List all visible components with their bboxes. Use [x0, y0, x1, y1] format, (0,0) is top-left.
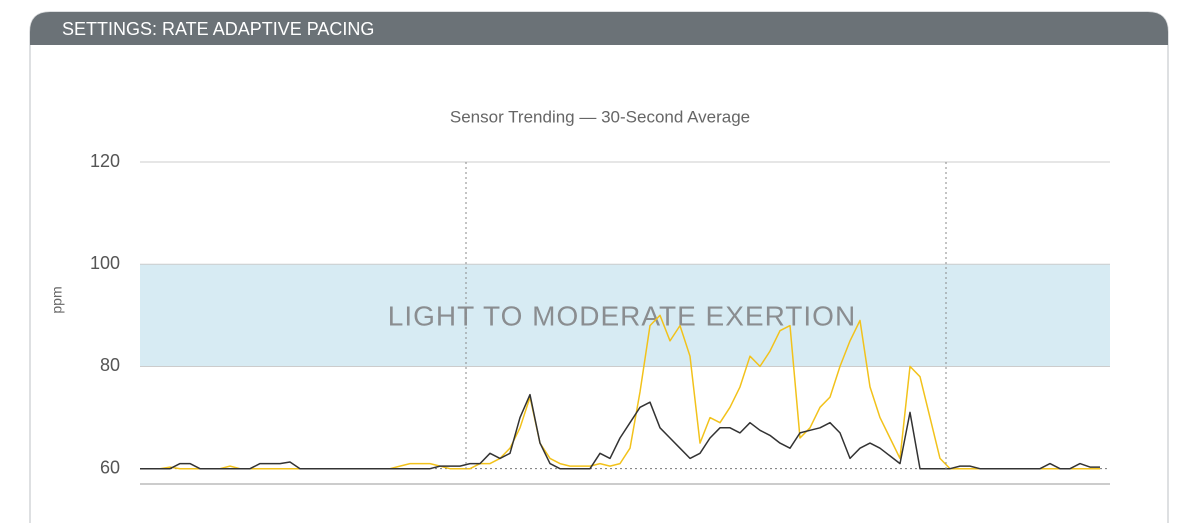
- y-tick-label: 120: [90, 151, 120, 171]
- y-axis-label: ppm: [49, 286, 65, 313]
- y-tick-label: 100: [90, 253, 120, 273]
- series-line: [140, 393, 1100, 470]
- plot: LIGHT TO MODERATE EXERTION 60 80 100 120: [90, 151, 1110, 477]
- panel-header: [30, 12, 1168, 45]
- exertion-band: [140, 264, 1110, 367]
- chart-title: Sensor Trending — 30-Second Average: [450, 107, 750, 126]
- band-label: LIGHT TO MODERATE EXERTION: [388, 301, 856, 332]
- y-tick-label: 60: [100, 457, 120, 477]
- header-title: SETTINGS: RATE ADAPTIVE PACING: [62, 19, 374, 39]
- y-tick-label: 80: [100, 355, 120, 375]
